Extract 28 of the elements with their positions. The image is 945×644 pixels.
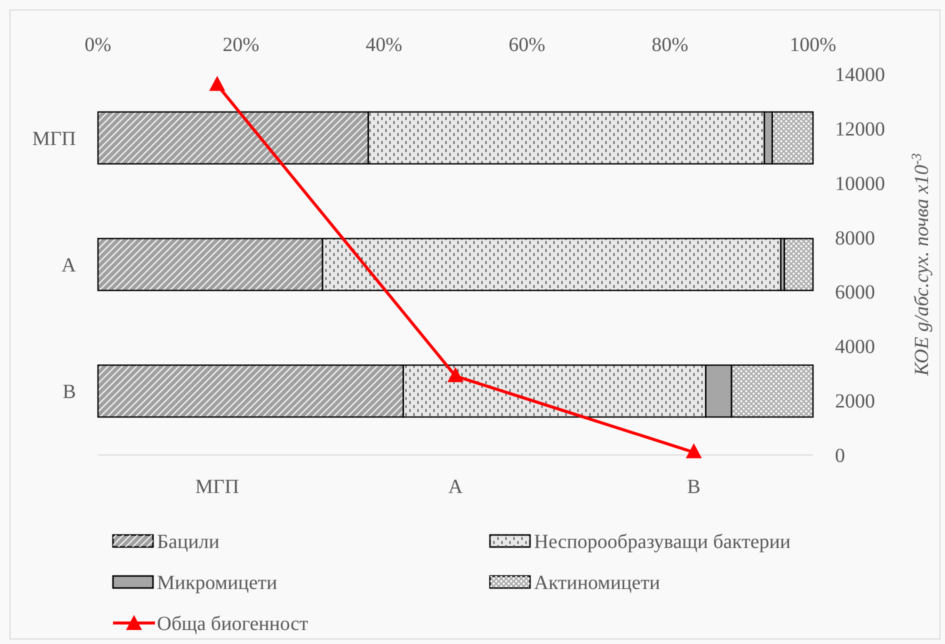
y-tick-label: МГП <box>32 128 76 150</box>
legend-label: Актиномицети <box>534 572 660 594</box>
y-tick-label: В <box>62 381 76 404</box>
x-tick-label: В <box>687 476 701 498</box>
y-tick-label: 2000 <box>835 390 875 413</box>
x-tick-label: 100% <box>790 34 836 56</box>
y-tick-label: 14000 <box>835 64 885 86</box>
x-tick-label: 40% <box>366 34 402 56</box>
y-tick-label: 8000 <box>835 227 875 250</box>
legend-label: Микромицети <box>157 572 278 594</box>
y-tick-label: 6000 <box>835 282 875 304</box>
legend-label: Обща биогенност <box>157 613 308 635</box>
y-tick-label: 10000 <box>835 172 885 195</box>
x-tick-label: А <box>448 476 464 498</box>
legend-label: Бацили <box>157 531 220 553</box>
x-tick-label: 60% <box>508 34 546 56</box>
legend-label: Неспорообразуващи бактерии <box>534 531 791 553</box>
point <box>686 443 702 458</box>
y-tick-label: 4000 <box>835 336 875 358</box>
x-tick-label: 0% <box>84 34 112 56</box>
y-tick-label: 12000 <box>835 118 885 140</box>
point <box>209 76 226 91</box>
point <box>448 367 464 382</box>
y-tick-label: А <box>62 254 77 276</box>
x-tick-label: МГП <box>195 476 240 498</box>
x-tick-label: 20% <box>222 34 260 56</box>
y-tick-label: 0 <box>835 445 845 467</box>
x-tick-label: 80% <box>652 34 688 56</box>
